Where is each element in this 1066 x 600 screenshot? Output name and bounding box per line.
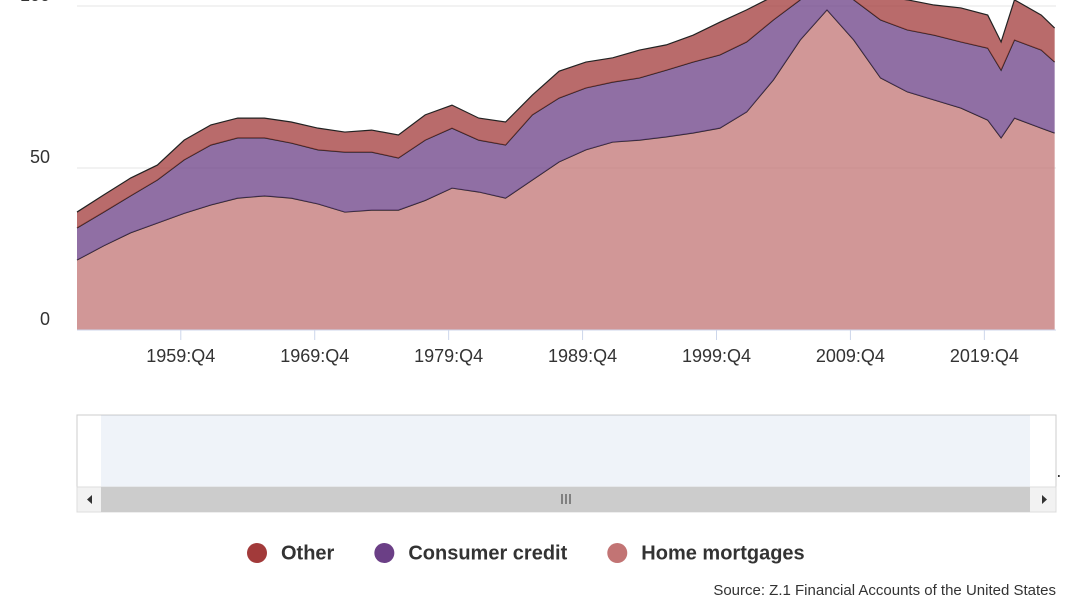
- area: [77, 0, 1055, 228]
- source: Source: Z.1 Financial Accounts of the Un…: [713, 582, 1056, 599]
- area: [77, 9, 1055, 330]
- y-tick-label: 100: [20, 0, 50, 5]
- x-tick-label: 1989:Q4: [548, 346, 617, 366]
- x-tick-label: 2019:Q4: [950, 346, 1019, 366]
- scrollbar-grip: [561, 494, 571, 504]
- scroll-left-arrow[interactable]: [87, 495, 92, 504]
- legend-label: Consumer credit: [408, 542, 567, 564]
- navigator-selection[interactable]: [101, 415, 1030, 487]
- navigator-frame: [76, 414, 1057, 488]
- x-tick-label: 1969:Q4: [280, 346, 349, 366]
- y-tick-label: 50: [30, 147, 50, 167]
- legend-symbol: [374, 543, 395, 563]
- legend-label: Home mortgages: [641, 542, 804, 564]
- legend-symbol: [247, 543, 267, 563]
- legend-item[interactable]: Home mortgages: [607, 542, 805, 564]
- area: [77, 0, 1055, 261]
- scroll-right-arrow[interactable]: [1042, 495, 1047, 504]
- area-line: [76, 0, 1056, 213]
- legend-label: Other: [281, 542, 335, 564]
- legend-item[interactable]: Consumer credit: [374, 542, 568, 564]
- legend-item[interactable]: Other: [247, 542, 335, 564]
- x-tick-label: 1999:Q4: [682, 346, 751, 366]
- y-tick-label: 0: [40, 309, 50, 329]
- x-tick-label: 2009:Q4: [816, 346, 885, 366]
- x-tick-label: 1979:Q4: [414, 346, 483, 366]
- legend-symbol: [607, 543, 628, 563]
- x-tick-label: 1959:Q4: [146, 346, 215, 366]
